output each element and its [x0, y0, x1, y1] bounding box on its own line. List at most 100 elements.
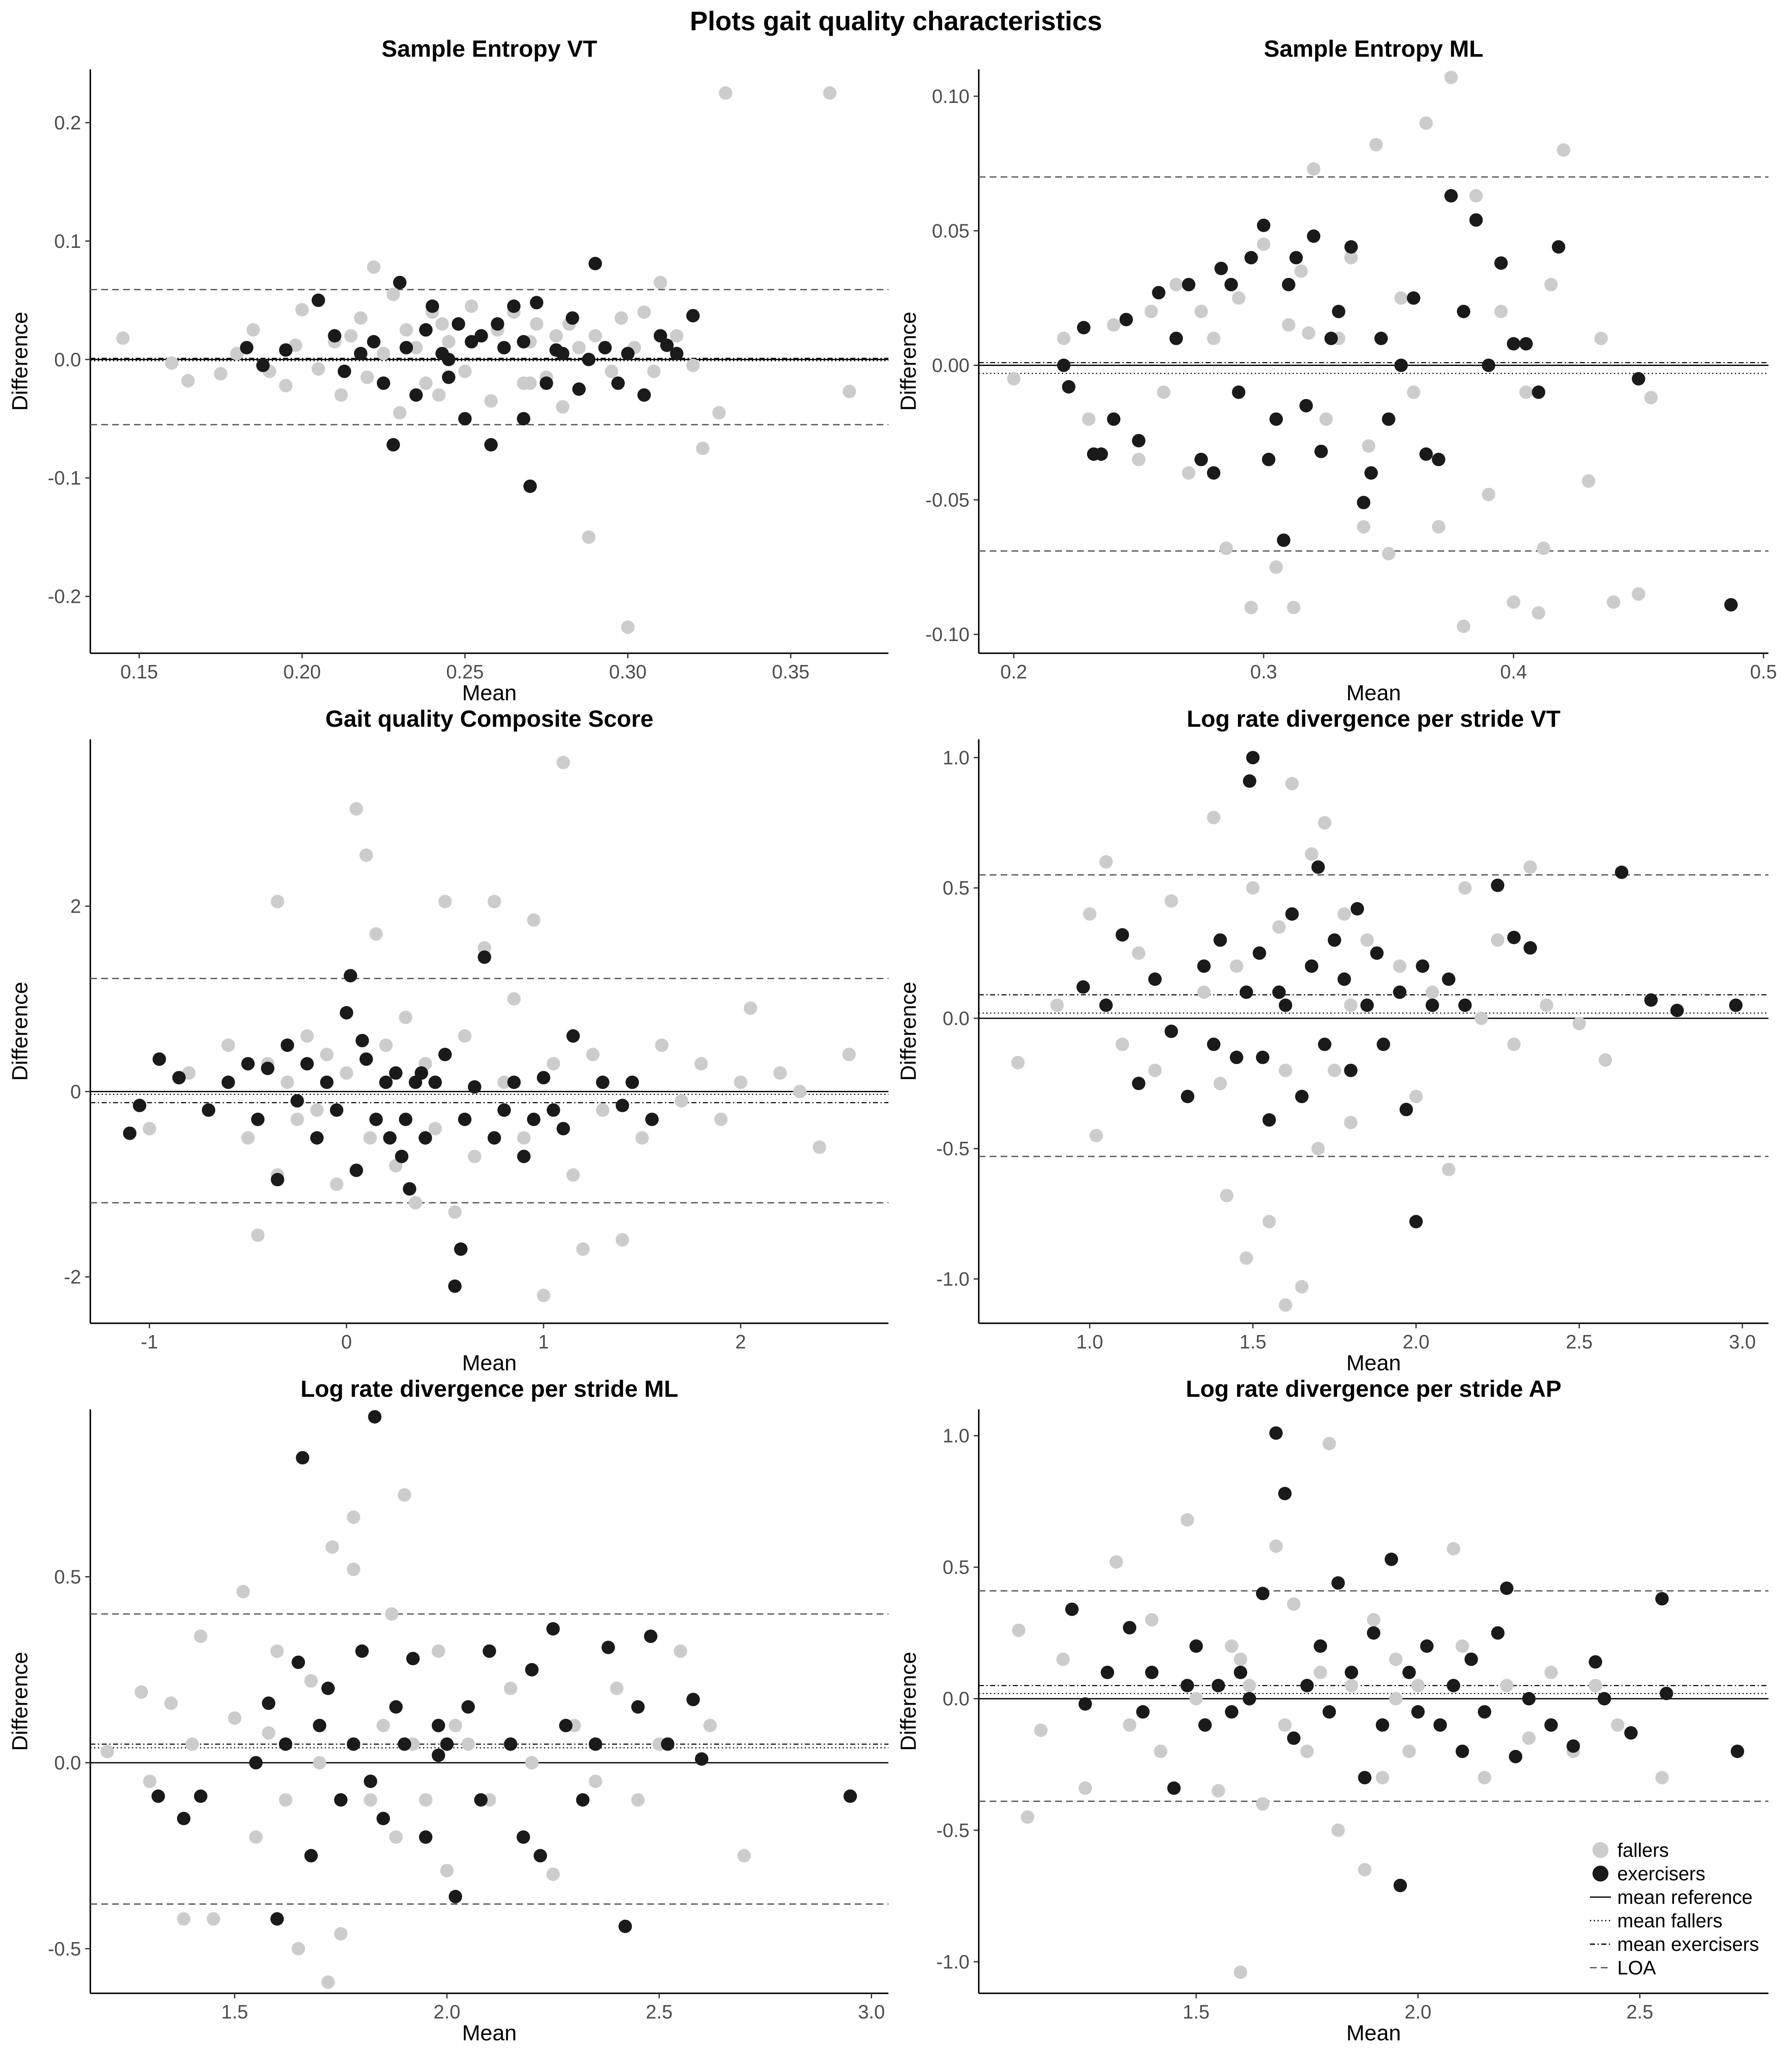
faller-point — [1007, 372, 1021, 386]
exerciser-point — [625, 1075, 639, 1089]
exerciser-point — [1360, 998, 1374, 1012]
x-tick-label: 2.5 — [1626, 2001, 1653, 2023]
exerciser-point — [1164, 1025, 1178, 1038]
legend-mean-reference-label: mean reference — [1617, 1886, 1753, 1908]
faller-point — [1169, 278, 1183, 292]
exerciser-point — [1256, 1587, 1269, 1601]
faller-point — [432, 388, 446, 402]
exerciser-point — [221, 1075, 235, 1089]
faller-point — [842, 384, 856, 398]
exerciser-point — [241, 1057, 255, 1071]
faller-point — [1164, 894, 1178, 908]
faller-point — [230, 347, 244, 360]
panel-title: Log rate divergence per stride VT — [1187, 705, 1561, 732]
x-tick-label: 2.5 — [1566, 1331, 1592, 1353]
faller-point — [1322, 1437, 1336, 1451]
panel-sample-entropy-vt: Sample Entropy VT 0.15 0.20 0.25 0.30 0.35 -0.… — [8, 35, 888, 705]
exerciser-point — [539, 376, 553, 390]
y-tick-label: 2 — [70, 895, 81, 917]
faller-point — [556, 400, 570, 414]
y-axis-label: Difference — [896, 312, 921, 411]
faller-point — [1012, 1623, 1026, 1637]
exerciser-point — [615, 1099, 629, 1112]
faller-point — [1213, 1077, 1227, 1091]
faller-point — [367, 260, 381, 274]
exerciser-point — [1148, 972, 1162, 986]
faller-point — [1145, 1613, 1159, 1627]
faller-point — [504, 1682, 518, 1695]
exerciser-point — [468, 1080, 481, 1094]
exerciser-point — [660, 338, 674, 352]
faller-point — [1411, 1679, 1425, 1693]
x-tick-label: 0.4 — [1500, 661, 1527, 683]
exerciser-point — [328, 329, 342, 343]
faller-point — [1180, 1513, 1194, 1527]
faller-point — [566, 1168, 580, 1182]
faller-point — [793, 1085, 807, 1099]
exerciser-point — [355, 1644, 369, 1658]
faller-point — [100, 1745, 114, 1758]
faller-point — [655, 1038, 669, 1052]
y-axis-label: Difference — [8, 1652, 32, 1751]
exerciser-point — [1065, 1602, 1079, 1616]
exerciser-point — [1457, 305, 1471, 318]
faller-point — [214, 367, 228, 381]
x-tick-label: -1 — [141, 1331, 158, 1353]
faller-point — [1402, 1744, 1416, 1758]
y-tick-label: 0.5 — [943, 1556, 970, 1578]
exerciser-point — [1307, 229, 1321, 243]
exerciser-point — [1456, 1744, 1469, 1758]
exerciser-point — [251, 1112, 265, 1126]
faller-point — [1582, 474, 1595, 488]
exerciser-point — [1598, 1692, 1611, 1706]
legend-fallers-label: fallers — [1617, 1839, 1669, 1861]
exerciser-point — [347, 1737, 360, 1751]
faller-point — [1442, 1162, 1456, 1176]
exerciser-point — [1262, 452, 1276, 466]
faller-point — [249, 1830, 263, 1844]
x-tick-label: 0.35 — [772, 661, 810, 683]
faller-point — [631, 1793, 645, 1807]
faller-point — [347, 1562, 360, 1576]
y-axis-label: Difference — [896, 1652, 921, 1751]
y-tick-label: 0.10 — [932, 85, 970, 107]
exerciser-point — [418, 1131, 432, 1145]
faller-point — [458, 1029, 472, 1043]
faller-point — [1234, 1965, 1248, 1979]
exerciser-point — [465, 335, 478, 349]
faller-point — [1344, 1116, 1358, 1130]
faller-point — [589, 329, 602, 343]
faller-point — [1197, 985, 1211, 999]
faller-point — [376, 347, 390, 360]
exerciser-point — [1119, 313, 1133, 326]
exerciser-point — [1433, 1718, 1447, 1732]
exerciser-point — [1377, 1038, 1390, 1051]
y-tick-label: 1.0 — [943, 1425, 970, 1447]
x-tick-label: 0 — [341, 1331, 352, 1353]
faller-point — [1376, 1771, 1390, 1785]
faller-point — [744, 1001, 757, 1015]
exerciser-point — [379, 1075, 393, 1089]
faller-point — [1469, 189, 1483, 203]
exerciser-point — [533, 1849, 547, 1863]
faller-point — [295, 303, 309, 317]
exerciser-point — [1289, 251, 1303, 265]
exerciser-point — [1207, 466, 1221, 480]
faller-point — [468, 1149, 481, 1163]
exerciser-point — [1287, 1731, 1301, 1745]
exerciser-point — [1214, 262, 1228, 276]
exerciser-point — [1409, 1214, 1423, 1228]
exerciser-point — [321, 1682, 335, 1695]
exerciser-point — [1491, 1626, 1505, 1640]
legend-exercisers-label: exercisers — [1617, 1863, 1705, 1885]
exerciser-point — [458, 1112, 472, 1126]
faller-point — [1544, 278, 1558, 292]
exerciser-point — [1402, 1666, 1416, 1680]
faller-point — [290, 1112, 304, 1126]
exerciser-point — [1311, 860, 1325, 874]
faller-point — [1344, 998, 1358, 1012]
exerciser-point — [376, 1811, 390, 1825]
faller-point — [1318, 816, 1332, 830]
exerciser-point — [1123, 1621, 1137, 1635]
faller-point — [1034, 1723, 1048, 1737]
